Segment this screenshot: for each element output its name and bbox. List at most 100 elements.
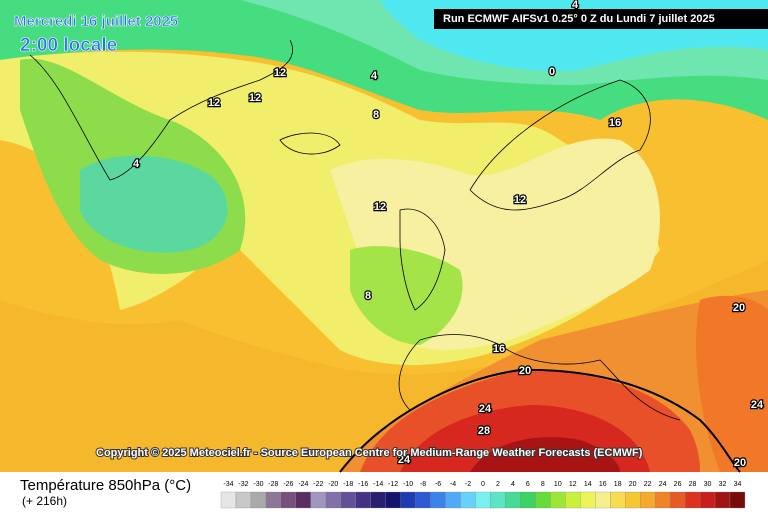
scale-label: 32 — [719, 481, 727, 488]
contour-label: 0 — [549, 66, 555, 78]
scale-swatch — [490, 491, 506, 509]
scale-label: -10 — [403, 481, 413, 488]
scale-swatch — [475, 491, 491, 509]
scale-label: 34 — [734, 481, 742, 488]
contour-label: 12 — [249, 92, 261, 104]
contour-label: 24 — [751, 399, 764, 411]
scale-label: -2 — [465, 481, 471, 488]
scale-swatch — [714, 491, 731, 509]
scale-swatch — [610, 491, 626, 509]
scale-swatch — [625, 491, 641, 509]
scale-swatch — [265, 491, 282, 509]
coastlines — [29, 39, 681, 421]
date-label: Mercredi 16 juillet 2025 — [14, 13, 178, 30]
scale-label: 28 — [689, 481, 697, 488]
scale-label: -30 — [253, 481, 263, 488]
scale-label: -14 — [373, 481, 383, 488]
scale-label: -4 — [450, 481, 456, 488]
contour-label: 12 — [514, 194, 526, 206]
contour-label: 20 — [733, 302, 745, 314]
scale-label: 24 — [659, 481, 667, 488]
copyright: Copyright © 2025 Meteociel.fr - Source E… — [96, 447, 643, 459]
scale-label: 6 — [526, 481, 530, 488]
scale-label: -6 — [435, 481, 441, 488]
scale-swatch — [295, 491, 311, 509]
contour-label: 24 — [398, 454, 411, 466]
scale-swatch — [280, 491, 297, 509]
scale-label: 10 — [554, 481, 562, 488]
scale-label: 12 — [569, 481, 577, 488]
contour-label: 8 — [365, 290, 371, 302]
contour-label: 16 — [493, 343, 505, 355]
scale-label: 26 — [674, 481, 682, 488]
scale-swatch — [250, 491, 267, 509]
run-label: Run ECMWF AIFSv1 0.25° 0 Z du Lundi 7 ju… — [443, 13, 715, 25]
legend-title: Température 850hPa (°C) — [20, 477, 191, 494]
color-scale: -34 -32 -30 -28 -26 -24 -22 -20 -18 -16 -14 -12 -10-… — [220, 481, 746, 509]
scale-swatch — [430, 491, 446, 509]
scale-label: 4 — [511, 481, 515, 488]
scale-swatch — [640, 491, 656, 509]
contour-labels: 4 0 4 8 12 12 12 4 16 12 12 8 16 20 20 24 28 24 20 24 — [132, 0, 765, 470]
scale-label: -32 — [238, 481, 248, 488]
scale-label: 22 — [644, 481, 652, 488]
scale-label: -34 — [223, 481, 233, 488]
scale-swatch — [310, 491, 326, 509]
scale-label: 14 — [584, 481, 592, 488]
contour-label: 8 — [373, 109, 379, 121]
scale-swatch — [505, 491, 521, 509]
scale-label: -16 — [358, 481, 368, 488]
scale-label: 20 — [629, 481, 637, 488]
scale-swatch — [565, 491, 581, 509]
scale-swatch — [654, 491, 671, 509]
scale-label: -18 — [343, 481, 353, 488]
contour-label: 4 — [133, 158, 140, 170]
map-fields — [0, 0, 768, 472]
scale-label: 8 — [541, 481, 545, 488]
scale-swatch — [340, 491, 356, 509]
contour-label: 16 — [609, 117, 621, 129]
scale-label: 18 — [614, 481, 622, 488]
contour-label: 4 — [371, 70, 378, 82]
scale-swatch — [385, 491, 401, 509]
scale-swatch — [669, 491, 686, 509]
scale-swatch — [355, 491, 371, 509]
contour-label: 20 — [519, 365, 531, 377]
scale-label: 16 — [599, 481, 607, 488]
scale-swatch — [400, 491, 416, 509]
scale-swatch — [595, 491, 611, 509]
scale-label: -20 — [328, 481, 338, 488]
scale-label: 30 — [704, 481, 712, 488]
scale-label: -28 — [268, 481, 278, 488]
scale-swatch — [535, 491, 551, 509]
scale-label: -26 — [283, 481, 293, 488]
scale-swatch — [235, 491, 252, 509]
legend-subtitle: (+ 216h) — [22, 494, 67, 508]
scale-swatch — [325, 491, 341, 509]
contour-label: 12 — [208, 97, 220, 109]
scale-label: -12 — [388, 481, 398, 488]
scale-swatch — [550, 491, 566, 509]
scale-swatch — [460, 491, 476, 509]
scale-swatch — [370, 491, 386, 509]
scale-label: 0 — [481, 481, 485, 488]
contour-label: 12 — [274, 67, 286, 79]
contour-label: 24 — [479, 403, 492, 415]
scale-swatch — [520, 491, 536, 509]
scale-swatch — [445, 491, 461, 509]
scale-swatch — [220, 491, 237, 509]
contour-label: 12 — [374, 201, 386, 213]
scale-swatch — [580, 491, 596, 509]
scale-label: -24 — [298, 481, 308, 488]
contour-label: 28 — [478, 425, 490, 437]
scale-swatch — [684, 491, 701, 509]
contour-label: 20 — [734, 457, 746, 469]
scale-swatch — [729, 491, 746, 509]
isotherm-20 — [339, 368, 741, 473]
scale-label: -8 — [420, 481, 426, 488]
scale-label: -22 — [313, 481, 323, 488]
time-label: 2:00 locale — [20, 35, 117, 56]
scale-swatch — [699, 491, 716, 509]
scale-swatch — [415, 491, 431, 509]
